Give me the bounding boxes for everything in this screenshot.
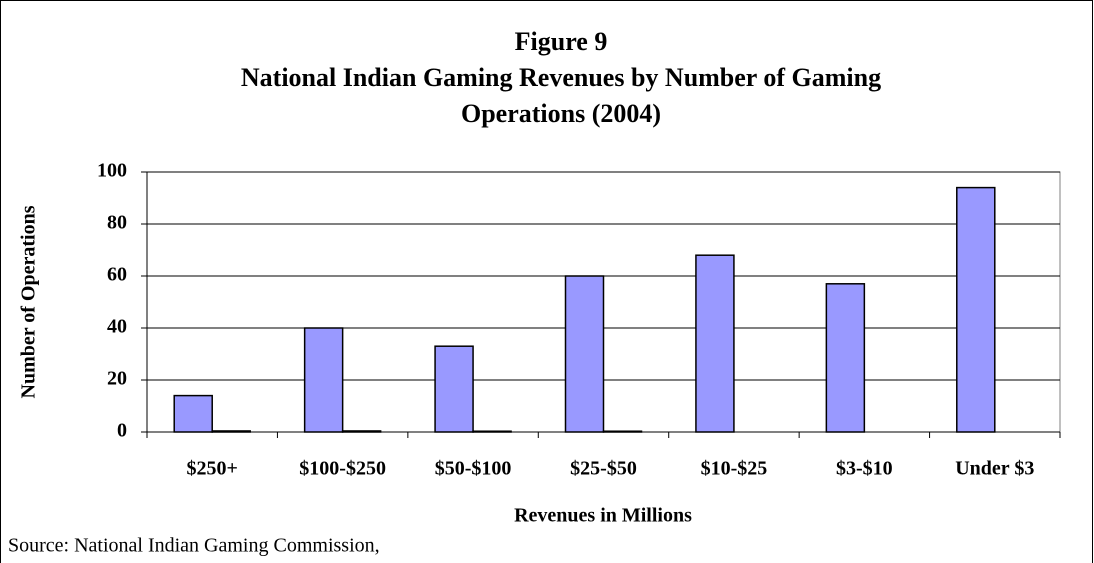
y-tick-label: 20: [107, 368, 127, 390]
x-tick-label: $50-$100: [435, 458, 512, 480]
y-tick-label: 40: [107, 316, 127, 338]
x-axis-label: Revenues in Millions: [514, 505, 692, 527]
x-tick-label: $10-$25: [701, 458, 768, 480]
chart-title: Operations (2004): [461, 99, 661, 128]
source-note: Source: National Indian Gaming Commissio…: [8, 535, 380, 557]
chart-title: Figure 9: [515, 27, 608, 56]
bar: [564, 275, 605, 433]
x-tick-label: $3-$10: [836, 458, 893, 480]
y-axis-label: Number of Operations: [18, 205, 40, 398]
bar: [434, 345, 474, 433]
y-tick-label: 60: [107, 264, 127, 286]
y-tick-label: 100: [97, 160, 127, 182]
y-tick-label: 0: [117, 420, 127, 442]
bar: [825, 283, 866, 433]
bar: [956, 186, 996, 433]
bar: [695, 254, 735, 433]
x-tick-label: $100-$250: [299, 458, 386, 480]
x-tick-label: $250+: [187, 458, 238, 480]
chart-title: National Indian Gaming Revenues by Numbe…: [241, 63, 881, 92]
bar: [173, 394, 213, 433]
x-tick-label: $25-$50: [570, 458, 637, 480]
x-tick-label: Under $3: [955, 458, 1034, 480]
bar: [303, 327, 344, 433]
y-tick-label: 80: [107, 212, 127, 234]
